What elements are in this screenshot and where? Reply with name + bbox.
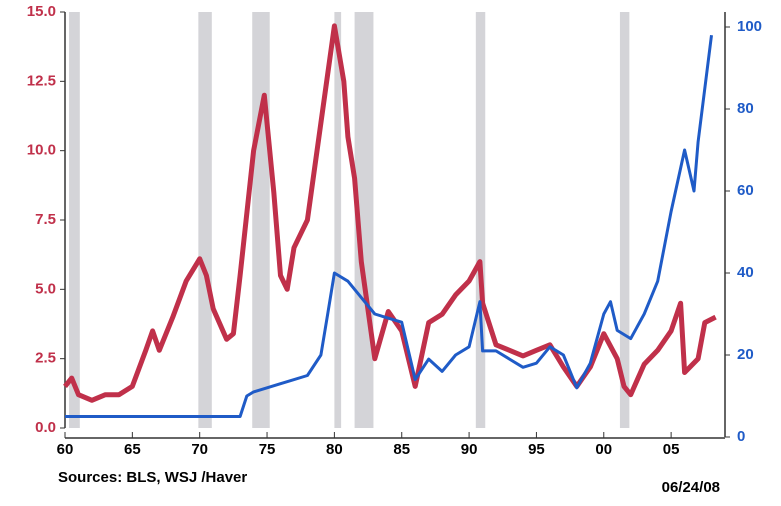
- y2-tick-label: 20: [737, 346, 754, 363]
- y-tick-label: 0.0: [35, 419, 56, 436]
- recession-band: [69, 12, 80, 428]
- y-tick-label: 5.0: [35, 280, 56, 297]
- x-tick-label: 85: [393, 441, 410, 458]
- series-line: [63, 23, 717, 403]
- x-tick-label: 95: [528, 441, 545, 458]
- x-tick-label: 60: [57, 441, 74, 458]
- x-tick-label: 75: [259, 441, 276, 458]
- y2-tick-label: 0: [737, 428, 745, 445]
- y2-tick-label: 40: [737, 264, 754, 281]
- x-tick-label: 90: [461, 441, 478, 458]
- recession-band: [475, 12, 486, 428]
- y-tick-label: 15.0: [27, 3, 56, 20]
- y-tick-label: 12.5: [27, 72, 56, 89]
- footnote: Sources: BLS, WSJ /Haver: [58, 469, 247, 486]
- y-tick-label: 7.5: [35, 211, 56, 228]
- x-tick-label: 80: [326, 441, 343, 458]
- x-tick-label: 05: [663, 441, 680, 458]
- x-tick-label: 65: [124, 441, 141, 458]
- y-tick-label: 2.5: [35, 350, 56, 367]
- recession-band: [334, 12, 342, 428]
- y2-tick-label: 60: [737, 182, 754, 199]
- date-stamp: 06/24/08: [662, 479, 720, 496]
- recession-band: [198, 12, 212, 428]
- series-line: [65, 35, 713, 418]
- recession-band: [619, 12, 630, 428]
- y2-tick-label: 80: [737, 100, 754, 117]
- y2-tick-label: 100: [737, 18, 762, 35]
- x-tick-label: 00: [595, 441, 612, 458]
- y-tick-label: 10.0: [27, 142, 56, 159]
- recession-band: [252, 12, 270, 428]
- x-tick-label: 70: [191, 441, 208, 458]
